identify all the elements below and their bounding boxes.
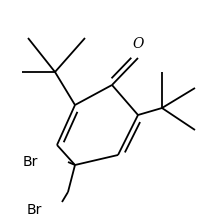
Text: Br: Br: [23, 155, 38, 169]
Text: O: O: [132, 37, 144, 51]
Text: Br: Br: [27, 203, 42, 215]
